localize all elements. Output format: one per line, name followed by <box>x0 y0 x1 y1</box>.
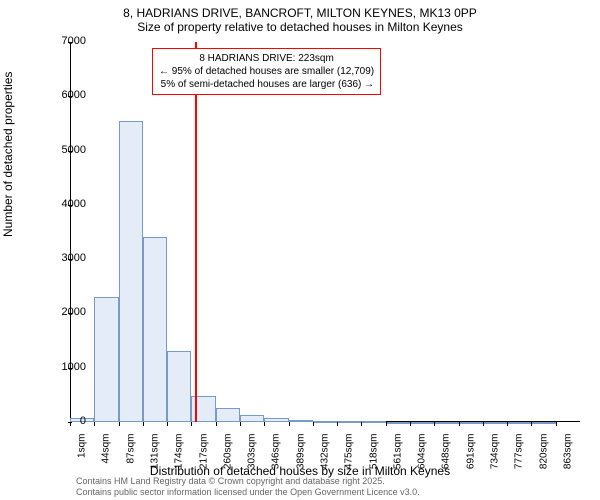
x-tick-mark <box>531 422 532 426</box>
x-tick-label: 648sqm <box>441 434 452 474</box>
y-tick-mark <box>68 313 72 314</box>
x-tick-label: 217sqm <box>198 434 209 474</box>
histogram-bar <box>216 408 240 422</box>
x-tick-label: 1sqm <box>77 434 88 474</box>
histogram-bar <box>507 422 531 424</box>
y-tick-label: 2000 <box>36 306 86 318</box>
histogram-bar <box>531 422 555 424</box>
x-tick-label: 777sqm <box>514 434 525 474</box>
histogram-bar <box>459 422 483 424</box>
x-tick-mark <box>216 422 217 426</box>
x-tick-mark <box>143 422 144 426</box>
x-tick-mark <box>313 422 314 426</box>
histogram-bar <box>386 422 410 424</box>
x-tick-mark <box>337 422 338 426</box>
histogram-bar <box>337 421 361 423</box>
x-tick-label: 691sqm <box>465 434 476 474</box>
histogram-bar <box>167 351 191 422</box>
x-tick-mark <box>483 422 484 426</box>
x-tick-label: 604sqm <box>417 434 428 474</box>
plot-area <box>70 42 580 422</box>
y-tick-mark <box>68 42 72 43</box>
x-tick-mark <box>459 422 460 426</box>
chart-title-line1: 8, HADRIANS DRIVE, BANCROFT, MILTON KEYN… <box>0 6 600 20</box>
reference-line <box>195 42 197 422</box>
histogram-bar <box>94 297 118 422</box>
x-tick-label: 346sqm <box>271 434 282 474</box>
x-tick-label: 561sqm <box>392 434 403 474</box>
y-tick-mark <box>68 259 72 260</box>
x-tick-label: 44sqm <box>101 434 112 474</box>
x-tick-mark <box>361 422 362 426</box>
x-tick-mark <box>386 422 387 426</box>
x-tick-mark <box>289 422 290 426</box>
x-tick-mark <box>70 422 71 426</box>
x-tick-label: 303sqm <box>247 434 258 474</box>
x-tick-mark <box>167 422 168 426</box>
x-tick-mark <box>94 422 95 426</box>
x-tick-label: 475sqm <box>344 434 355 474</box>
x-tick-mark <box>191 422 192 426</box>
x-tick-label: 389sqm <box>295 434 306 474</box>
histogram-bar <box>240 415 264 422</box>
x-tick-label: 87sqm <box>125 434 136 474</box>
histogram-bar <box>434 422 458 424</box>
y-tick-label: 4000 <box>36 198 86 210</box>
y-tick-mark <box>68 96 72 97</box>
y-tick-mark <box>68 368 72 369</box>
y-tick-label: 0 <box>36 415 86 427</box>
x-tick-label: 174sqm <box>174 434 185 474</box>
y-tick-mark <box>68 151 72 152</box>
footer-attribution: Contains HM Land Registry data © Crown c… <box>76 476 420 498</box>
histogram-bar <box>119 121 143 422</box>
chart-title-line2: Size of property relative to detached ho… <box>0 20 600 34</box>
histogram-bar <box>410 422 434 424</box>
annotation-line1: 8 HADRIANS DRIVE: 223sqm <box>159 52 374 65</box>
x-tick-label: 863sqm <box>562 434 573 474</box>
x-tick-mark <box>240 422 241 426</box>
histogram-bar <box>289 420 313 422</box>
x-tick-mark <box>434 422 435 426</box>
x-tick-label: 131sqm <box>150 434 161 474</box>
histogram-bar <box>313 421 337 423</box>
y-tick-label: 7000 <box>36 35 86 47</box>
annotation-box: 8 HADRIANS DRIVE: 223sqm← 95% of detache… <box>152 48 381 95</box>
x-tick-mark <box>410 422 411 426</box>
y-tick-label: 3000 <box>36 252 86 264</box>
x-tick-label: 820sqm <box>538 434 549 474</box>
y-tick-label: 1000 <box>36 361 86 373</box>
annotation-line2: ← 95% of detached houses are smaller (12… <box>159 65 374 78</box>
annotation-line3: 5% of semi-detached houses are larger (6… <box>159 78 374 91</box>
x-tick-label: 260sqm <box>222 434 233 474</box>
histogram-bar <box>361 421 385 423</box>
x-tick-mark <box>119 422 120 426</box>
histogram-bar <box>143 237 167 422</box>
chart-title-block: 8, HADRIANS DRIVE, BANCROFT, MILTON KEYN… <box>0 6 600 34</box>
x-tick-mark <box>264 422 265 426</box>
histogram-bar <box>264 418 288 422</box>
y-tick-label: 5000 <box>36 144 86 156</box>
footer-line2: Contains public sector information licen… <box>76 487 420 498</box>
y-tick-label: 6000 <box>36 89 86 101</box>
x-tick-label: 518sqm <box>368 434 379 474</box>
y-tick-mark <box>68 205 72 206</box>
x-tick-mark <box>556 422 557 426</box>
footer-line1: Contains HM Land Registry data © Crown c… <box>76 476 420 487</box>
x-tick-label: 734sqm <box>490 434 501 474</box>
x-tick-mark <box>507 422 508 426</box>
x-tick-label: 432sqm <box>320 434 331 474</box>
y-axis-label: Number of detached properties <box>1 72 15 237</box>
histogram-bar <box>483 422 507 424</box>
